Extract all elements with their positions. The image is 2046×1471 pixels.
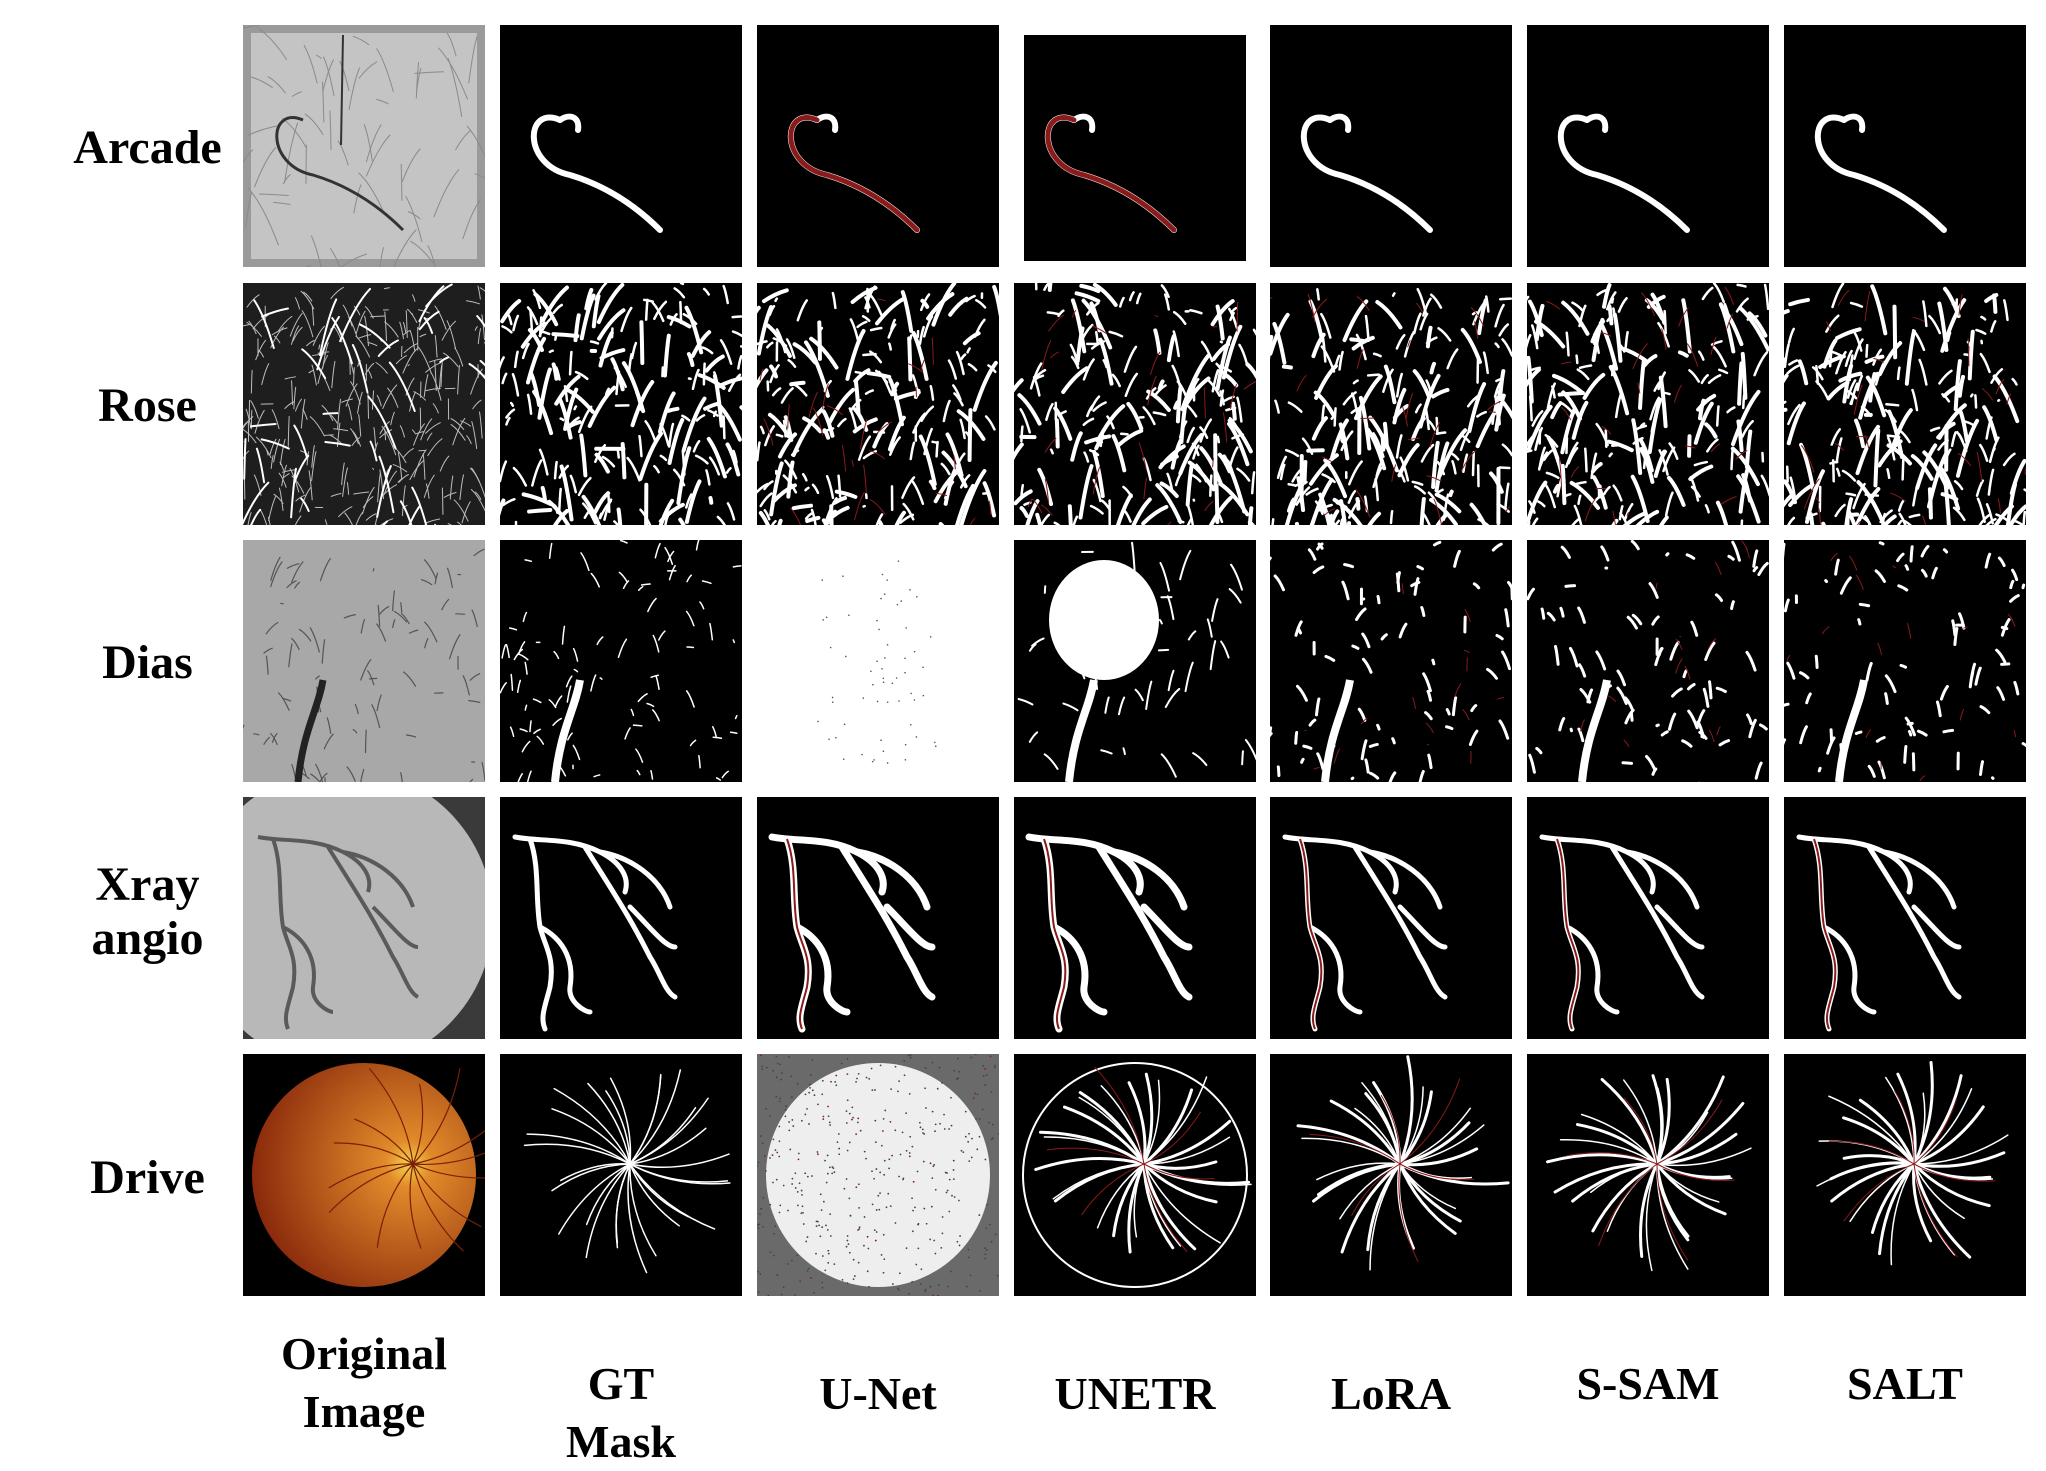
tile-rose-unetr xyxy=(1014,283,1256,525)
tile-rose-s-sam xyxy=(1527,283,1769,525)
tile-image xyxy=(1527,1054,1769,1296)
column-label-u-net: U-Net xyxy=(819,1368,937,1419)
tile-image xyxy=(1270,1054,1512,1296)
tile-rose-original-image xyxy=(243,283,485,525)
row-label-rose: Rose xyxy=(98,379,197,432)
tile-image xyxy=(1784,540,2026,782)
tile-arcade-s-sam xyxy=(1527,25,1769,267)
tile-image xyxy=(243,797,485,1039)
row-label-dias: Dias xyxy=(102,636,193,689)
column-label-salt: SALT xyxy=(1847,1358,1963,1409)
tile-xray-angio-unetr xyxy=(1014,797,1256,1039)
tile-dias-original-image xyxy=(243,540,485,782)
tile-image xyxy=(1270,283,1512,525)
tile-image xyxy=(1784,283,2026,525)
row-label-arcade: Arcade xyxy=(73,121,222,174)
tile-rose-lora xyxy=(1270,283,1512,525)
tile-drive-gt-mask xyxy=(500,1054,742,1296)
tile-image xyxy=(1270,540,1512,782)
tile-image xyxy=(1014,540,1256,782)
tile-image xyxy=(1014,797,1256,1039)
column-label-s-sam: S-SAM xyxy=(1576,1358,1720,1409)
tile-image xyxy=(1784,25,2026,267)
tile-image xyxy=(243,540,485,782)
tile-arcade-u-net xyxy=(757,25,999,267)
tile-image xyxy=(500,797,742,1039)
tile-image xyxy=(1270,797,1512,1039)
tile-arcade-unetr xyxy=(1014,25,1256,267)
tile-image xyxy=(757,1054,999,1296)
column-label-original-image: Original Image xyxy=(280,1328,448,1437)
tile-rose-salt xyxy=(1784,283,2026,525)
tile-drive-original-image xyxy=(243,1054,485,1296)
tile-dias-s-sam xyxy=(1527,540,1769,782)
tile-image xyxy=(757,283,999,525)
tile-drive-u-net xyxy=(757,1054,999,1296)
tile-xray-angio-gt-mask xyxy=(500,797,742,1039)
tile-image xyxy=(1527,540,1769,782)
tile-image xyxy=(757,25,999,267)
tile-xray-angio-salt xyxy=(1784,797,2026,1039)
row-label-xray-angio: Xray angio xyxy=(91,858,204,965)
tile-image xyxy=(500,540,742,782)
tile-image xyxy=(1527,25,1769,267)
tile-image xyxy=(1014,1054,1256,1296)
row-label-drive: Drive xyxy=(90,1151,205,1204)
tile-image xyxy=(1270,25,1512,267)
tile-drive-salt xyxy=(1784,1054,2026,1296)
tile-image xyxy=(1784,797,2026,1039)
tile-drive-s-sam xyxy=(1527,1054,1769,1296)
tile-arcade-salt xyxy=(1784,25,2026,267)
tile-xray-angio-s-sam xyxy=(1527,797,1769,1039)
tile-image xyxy=(500,25,742,267)
tile-drive-lora xyxy=(1270,1054,1512,1296)
tile-dias-u-net xyxy=(757,540,999,782)
tile-image xyxy=(243,1054,485,1296)
tile-image xyxy=(757,540,999,782)
tile-image xyxy=(1527,797,1769,1039)
column-label-gt-mask: GT Mask xyxy=(566,1358,676,1467)
tile-image xyxy=(757,797,999,1039)
tile-arcade-lora xyxy=(1270,25,1512,267)
tile-dias-unetr xyxy=(1014,540,1256,782)
tile-dias-lora xyxy=(1270,540,1512,782)
column-label-lora: LoRA xyxy=(1330,1368,1452,1419)
tile-xray-angio-u-net xyxy=(757,797,999,1039)
tile-image xyxy=(500,1054,742,1296)
tile-image xyxy=(1014,25,1256,267)
tile-drive-unetr xyxy=(1014,1054,1256,1296)
tile-xray-angio-original-image xyxy=(243,797,485,1039)
tile-image xyxy=(500,283,742,525)
tile-xray-angio-lora xyxy=(1270,797,1512,1039)
tile-dias-salt xyxy=(1784,540,2026,782)
tile-image xyxy=(1527,283,1769,525)
tile-rose-gt-mask xyxy=(500,283,742,525)
tile-arcade-original-image xyxy=(243,25,485,267)
tile-image xyxy=(243,283,485,525)
tile-image xyxy=(1014,283,1256,525)
column-label-unetr: UNETR xyxy=(1054,1368,1216,1419)
tile-image xyxy=(1784,1054,2026,1296)
tile-arcade-gt-mask xyxy=(500,25,742,267)
tile-image xyxy=(243,25,485,267)
tile-dias-gt-mask xyxy=(500,540,742,782)
tile-rose-u-net xyxy=(757,283,999,525)
